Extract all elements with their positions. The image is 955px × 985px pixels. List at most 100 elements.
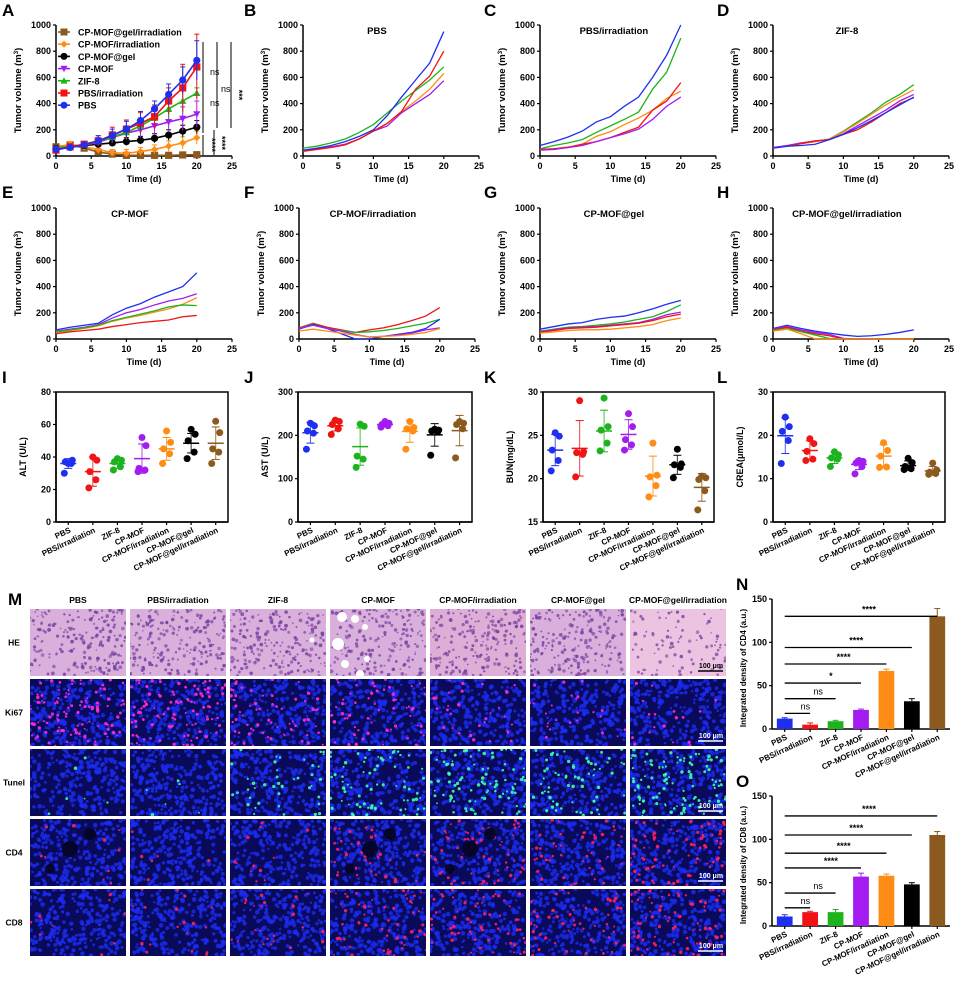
dapi-nucleus xyxy=(563,717,568,721)
dapi-nucleus xyxy=(371,706,375,709)
stained-cell xyxy=(503,715,506,718)
dapi-nucleus xyxy=(435,718,439,722)
stained-cell xyxy=(216,702,219,705)
nucleus xyxy=(375,620,378,623)
dapi-nucleus xyxy=(673,689,679,695)
nucleus xyxy=(138,655,142,660)
dapi-nucleus xyxy=(540,726,543,729)
nucleus xyxy=(351,609,355,613)
stained-cell xyxy=(548,728,552,731)
dapi-nucleus xyxy=(30,764,32,768)
dapi-nucleus xyxy=(594,688,598,692)
nucleus xyxy=(491,636,495,640)
data-point xyxy=(933,466,941,474)
nucleus xyxy=(171,631,175,635)
dapi-nucleus xyxy=(667,679,672,683)
stained-cell xyxy=(54,744,57,746)
stained-cell xyxy=(78,704,82,707)
y-tick-label: 300 xyxy=(278,387,293,397)
nucleus xyxy=(368,609,372,612)
stained-cell xyxy=(147,692,152,696)
dapi-nucleus xyxy=(52,720,58,725)
dapi-nucleus xyxy=(130,679,135,682)
dapi-nucleus xyxy=(88,711,92,715)
dapi-nucleus xyxy=(65,729,70,733)
data-point xyxy=(802,456,810,464)
dapi-nucleus xyxy=(274,740,278,744)
stained-cell xyxy=(271,702,275,706)
dapi-nucleus xyxy=(53,691,59,696)
nucleus xyxy=(215,632,219,636)
dapi-nucleus xyxy=(293,708,297,712)
nucleus xyxy=(388,648,391,651)
dapi-nucleus xyxy=(105,740,110,745)
y-tick-label: 400 xyxy=(753,99,768,109)
nucleus xyxy=(110,650,115,655)
nucleus xyxy=(669,641,674,646)
chart-title: PBS xyxy=(367,26,387,37)
nucleus xyxy=(562,636,566,640)
stained-cell xyxy=(347,743,351,746)
nucleus xyxy=(82,650,87,655)
dapi-nucleus xyxy=(206,739,210,743)
stained-cell xyxy=(616,735,619,738)
data-point xyxy=(809,455,817,463)
nucleus xyxy=(558,617,561,620)
dapi-nucleus xyxy=(683,706,686,709)
nucleus xyxy=(293,636,297,640)
nucleus xyxy=(705,645,709,649)
dapi-nucleus xyxy=(661,718,666,724)
x-axis-title: Time (d) xyxy=(370,357,405,367)
nucleus xyxy=(316,613,320,618)
nucleus xyxy=(543,617,547,621)
nucleus xyxy=(573,654,576,657)
dapi-nucleus xyxy=(159,733,165,739)
dapi-nucleus xyxy=(285,732,290,737)
nucleus xyxy=(451,627,453,629)
nucleus xyxy=(384,620,388,625)
dapi-nucleus xyxy=(237,741,240,744)
stained-cell xyxy=(457,731,461,735)
nucleus xyxy=(40,639,44,643)
stained-cell xyxy=(233,730,237,733)
micrograph-ki67-1 xyxy=(130,679,226,746)
stained-cell xyxy=(81,723,84,726)
stained-cell xyxy=(235,680,238,683)
dapi-nucleus xyxy=(432,699,438,704)
dapi-nucleus xyxy=(355,704,360,710)
stained-cell xyxy=(167,725,171,728)
nucleus xyxy=(534,614,538,617)
dapi-nucleus xyxy=(121,769,125,772)
nucleus xyxy=(138,643,141,647)
nucleus xyxy=(189,648,192,651)
stained-cell xyxy=(157,693,161,697)
nucleus xyxy=(430,653,432,656)
dapi-nucleus xyxy=(320,712,325,716)
nucleus xyxy=(309,647,314,652)
nucleus xyxy=(273,644,276,647)
nucleus xyxy=(210,620,214,624)
nucleus xyxy=(30,616,32,620)
stained-cell xyxy=(233,679,236,681)
stained-cell xyxy=(423,693,426,696)
dapi-nucleus xyxy=(244,693,250,699)
nucleus xyxy=(422,623,425,626)
stained-cell xyxy=(647,713,651,716)
dapi-nucleus xyxy=(569,741,574,746)
nucleus xyxy=(88,656,91,659)
dapi-nucleus xyxy=(124,775,126,778)
dapi-nucleus xyxy=(246,735,252,740)
nucleus xyxy=(311,668,315,672)
nucleus xyxy=(279,650,282,653)
dapi-nucleus xyxy=(505,740,509,744)
dapi-nucleus xyxy=(197,743,201,746)
dapi-nucleus xyxy=(80,804,84,808)
stained-cell xyxy=(47,741,51,745)
data-point xyxy=(777,460,785,467)
nucleus xyxy=(234,638,239,643)
x-tick-label: 10 xyxy=(121,344,131,354)
nucleus xyxy=(607,619,610,622)
dapi-nucleus xyxy=(606,717,611,722)
nucleus xyxy=(139,619,143,622)
nucleus xyxy=(470,648,474,652)
